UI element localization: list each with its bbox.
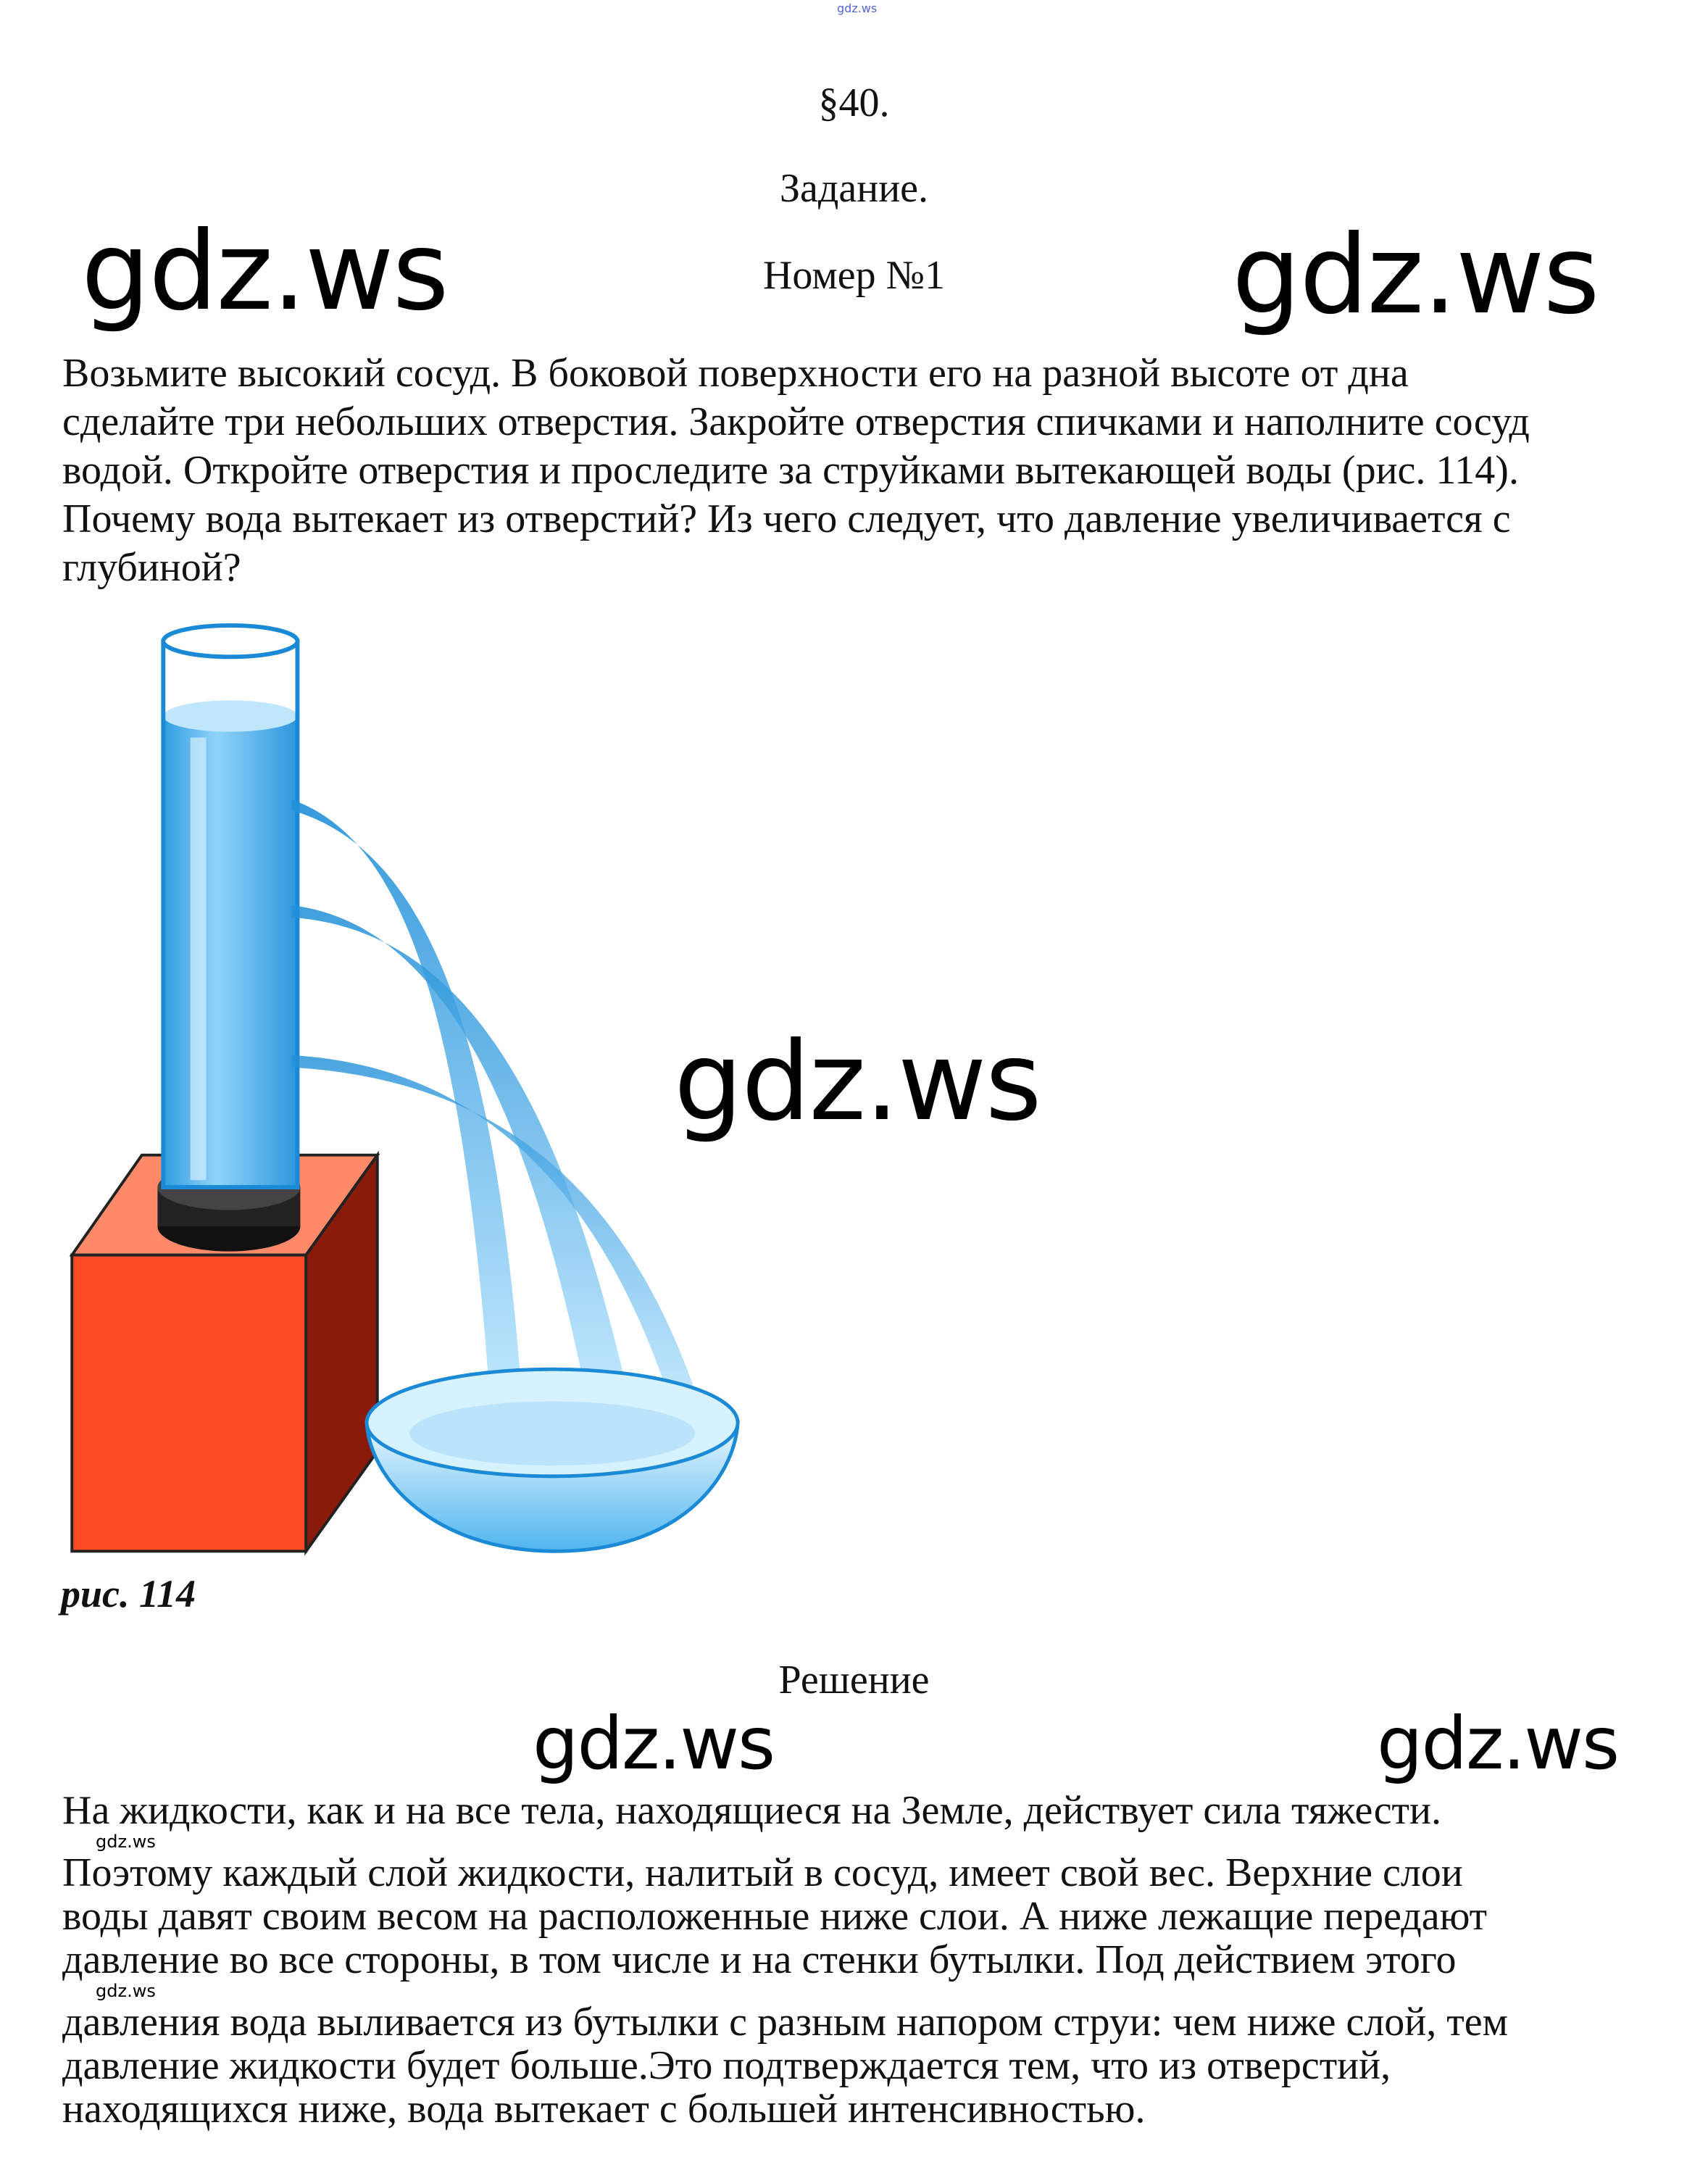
solution-text: На жидкости, как и на все тела, находящи… bbox=[62, 1789, 1508, 2131]
tube-water bbox=[163, 716, 298, 1188]
solution-heading: Решение bbox=[778, 1658, 930, 1702]
text-line: находящихся ниже, вода вытекает с больше… bbox=[62, 2087, 1146, 2132]
watermark: gdz.ws bbox=[81, 209, 449, 335]
task-heading: Задание. bbox=[779, 166, 929, 211]
watermark: gdz.ws bbox=[96, 1981, 156, 2001]
block-front bbox=[70, 1253, 308, 1553]
text-line: сделайте три небольших отверстия. Закрой… bbox=[62, 399, 1530, 444]
task-number: Номер №1 bbox=[762, 253, 946, 298]
water-stream bbox=[291, 1055, 706, 1423]
text-line: давления вода выливается из бутылки с ра… bbox=[62, 2000, 1508, 2045]
watermark: gdz.ws bbox=[533, 1701, 775, 1786]
watermark: gdz.ws bbox=[1232, 212, 1600, 338]
section-number: §40. bbox=[818, 80, 890, 125]
figure-caption: рис. 114 bbox=[61, 1572, 196, 1616]
text-line: воды давят своим весом на расположенные … bbox=[62, 1894, 1488, 1939]
figure-illustration bbox=[69, 623, 740, 1556]
text-line: давление во все стороны, в том числе и н… bbox=[62, 1937, 1457, 1982]
water-stream bbox=[291, 799, 524, 1423]
top-watermark: gdz.ws bbox=[837, 1, 878, 15]
text-line: водой. Откройте отверстия и проследите з… bbox=[62, 448, 1519, 493]
text-line: Почему вода вытекает из отверстий? Из че… bbox=[62, 496, 1511, 541]
text-line: На жидкости, как и на все тела, находящи… bbox=[62, 1788, 1441, 1833]
text-line: глубиной? bbox=[62, 545, 241, 590]
watermark: gdz.ws bbox=[96, 1832, 156, 1852]
text-line: давление жидкости будет больше.Это подтв… bbox=[62, 2043, 1391, 2088]
watermark: gdz.ws bbox=[674, 1019, 1042, 1145]
text-line: Поэтому каждый слой жидкости, налитый в … bbox=[62, 1850, 1463, 1895]
task-text: Возьмите высокий сосуд. В боковой поверх… bbox=[62, 349, 1530, 592]
text-line: Возьмите высокий сосуд. В боковой поверх… bbox=[62, 351, 1409, 396]
watermark: gdz.ws bbox=[1377, 1701, 1620, 1786]
